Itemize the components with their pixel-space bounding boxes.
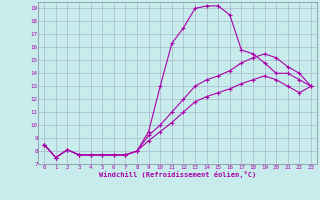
X-axis label: Windchill (Refroidissement éolien,°C): Windchill (Refroidissement éolien,°C): [99, 171, 256, 178]
